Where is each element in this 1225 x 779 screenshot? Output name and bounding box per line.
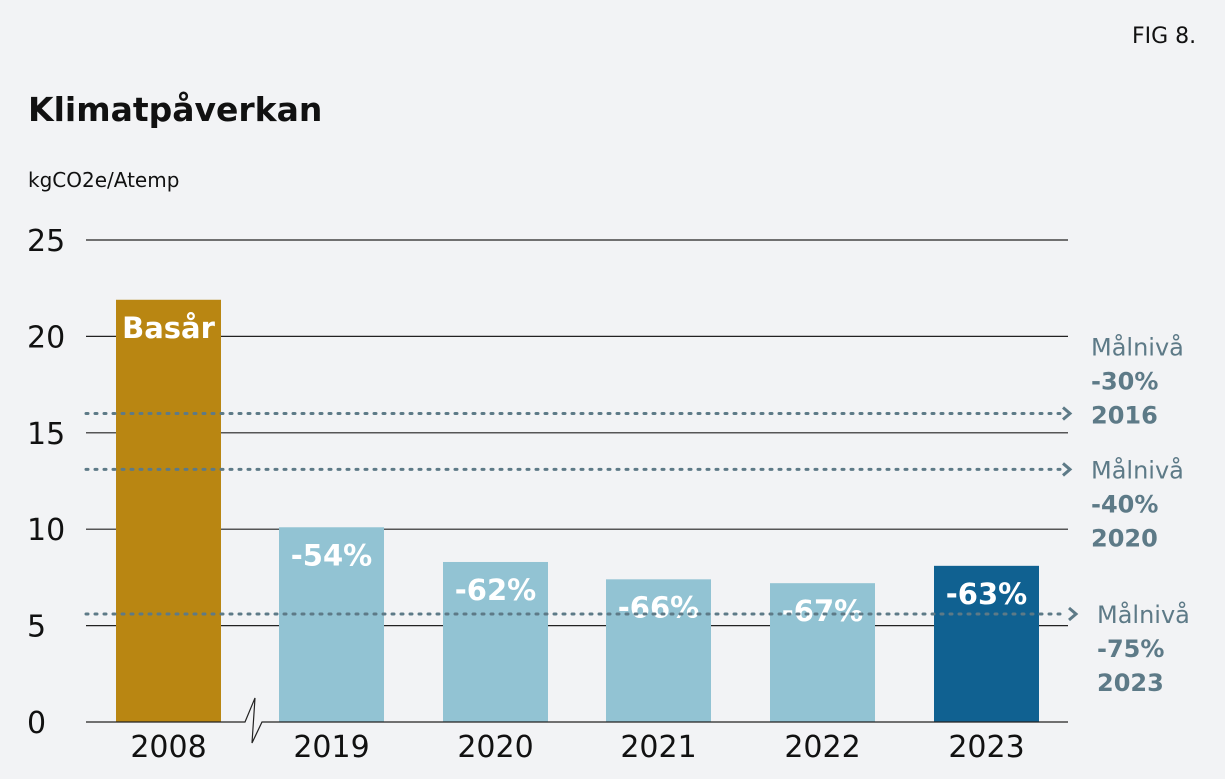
axis-break-icon: [237, 697, 1068, 744]
y-tick-label: 25: [27, 224, 65, 259]
figure-label: FIG 8.: [1132, 24, 1197, 49]
bar-2019: [279, 527, 384, 722]
bar-label: -54%: [291, 538, 372, 572]
bar-label: -67%: [782, 594, 863, 628]
bar-2021: [606, 579, 711, 722]
arrow-right-icon: [1062, 462, 1073, 477]
bar-label: Basår: [122, 311, 216, 345]
x-tick-label: 2022: [784, 730, 860, 765]
arrow-right-icon: [1062, 406, 1073, 421]
target-percent: -30%: [1091, 368, 1158, 396]
y-axis-label: kgCO2e/Atemp: [28, 168, 180, 192]
target-percent: -40%: [1091, 490, 1158, 518]
y-tick-label: 0: [27, 706, 46, 741]
bar-2020: [443, 561, 548, 722]
bar-label: -66%: [618, 590, 699, 624]
x-tick-label: 2019: [293, 730, 369, 765]
target-year: 2023: [1097, 669, 1164, 697]
target-year: 2016: [1091, 402, 1158, 430]
chart-title: Klimatpåverkan: [28, 90, 323, 129]
target-label: Målnivå: [1097, 600, 1190, 629]
target-label: Målnivå: [1091, 333, 1184, 362]
x-tick-label: 2023: [948, 730, 1024, 765]
arrow-right-icon: [1068, 606, 1079, 622]
y-tick-label: 5: [27, 610, 46, 645]
bar-2023: [934, 565, 1039, 722]
target-percent: -75%: [1097, 635, 1164, 663]
x-tick-label: 2021: [620, 730, 696, 765]
y-tick-label: 20: [27, 320, 65, 355]
target-label: Målnivå: [1091, 455, 1184, 484]
bar-2022: [770, 583, 875, 722]
bar-label: -62%: [455, 573, 536, 607]
bar-label: -63%: [946, 577, 1027, 611]
y-tick-label: 10: [27, 513, 65, 548]
target-year: 2020: [1091, 524, 1158, 552]
y-tick-label: 15: [27, 417, 65, 452]
x-tick-label: 2008: [130, 730, 206, 765]
bar-2008: [116, 299, 221, 722]
x-tick-label: 2020: [457, 730, 533, 765]
